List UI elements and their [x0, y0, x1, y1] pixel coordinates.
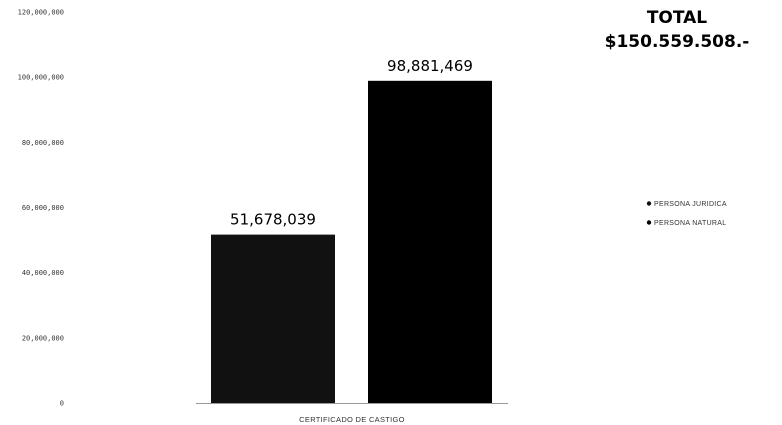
y-tick-label: 120,000,000: [18, 9, 64, 17]
legend-entry: PERSONA JURIDICA: [654, 201, 727, 208]
legend-marker: [646, 201, 652, 206]
total-value: $150.559.508.-: [604, 32, 750, 52]
y-tick-label: 20,000,000: [22, 334, 64, 342]
legend: PERSONA JURIDICA PERSONA NATURAL: [646, 201, 727, 227]
x-axis: CERTIFICADO DE CASTIGO: [196, 403, 508, 424]
legend-entry: PERSONA NATURAL: [654, 220, 726, 227]
x-category-label: CERTIFICADO DE CASTIGO: [299, 415, 405, 424]
total-title: TOTAL: [646, 8, 708, 28]
y-tick-label: 100,000,000: [18, 74, 64, 82]
total-box: TOTAL $150.559.508.-: [602, 6, 752, 54]
bar-persona-juridica: [211, 234, 335, 403]
data-label: 98,881,469: [387, 57, 473, 75]
y-axis: 0 20,000,000 40,000,000 60,000,000 80,000,00…: [18, 9, 64, 408]
data-label: 51,678,039: [230, 211, 316, 229]
data-labels: 51,678,039 98,881,469: [230, 57, 473, 229]
y-tick-label: 40,000,000: [22, 269, 64, 277]
legend-marker: [646, 220, 652, 225]
y-tick-label: 80,000,000: [22, 139, 64, 147]
bar-persona-natural: [368, 80, 492, 403]
bars: [211, 80, 492, 403]
y-tick-label: 60,000,000: [22, 204, 64, 212]
y-tick-label: 0: [60, 400, 64, 408]
